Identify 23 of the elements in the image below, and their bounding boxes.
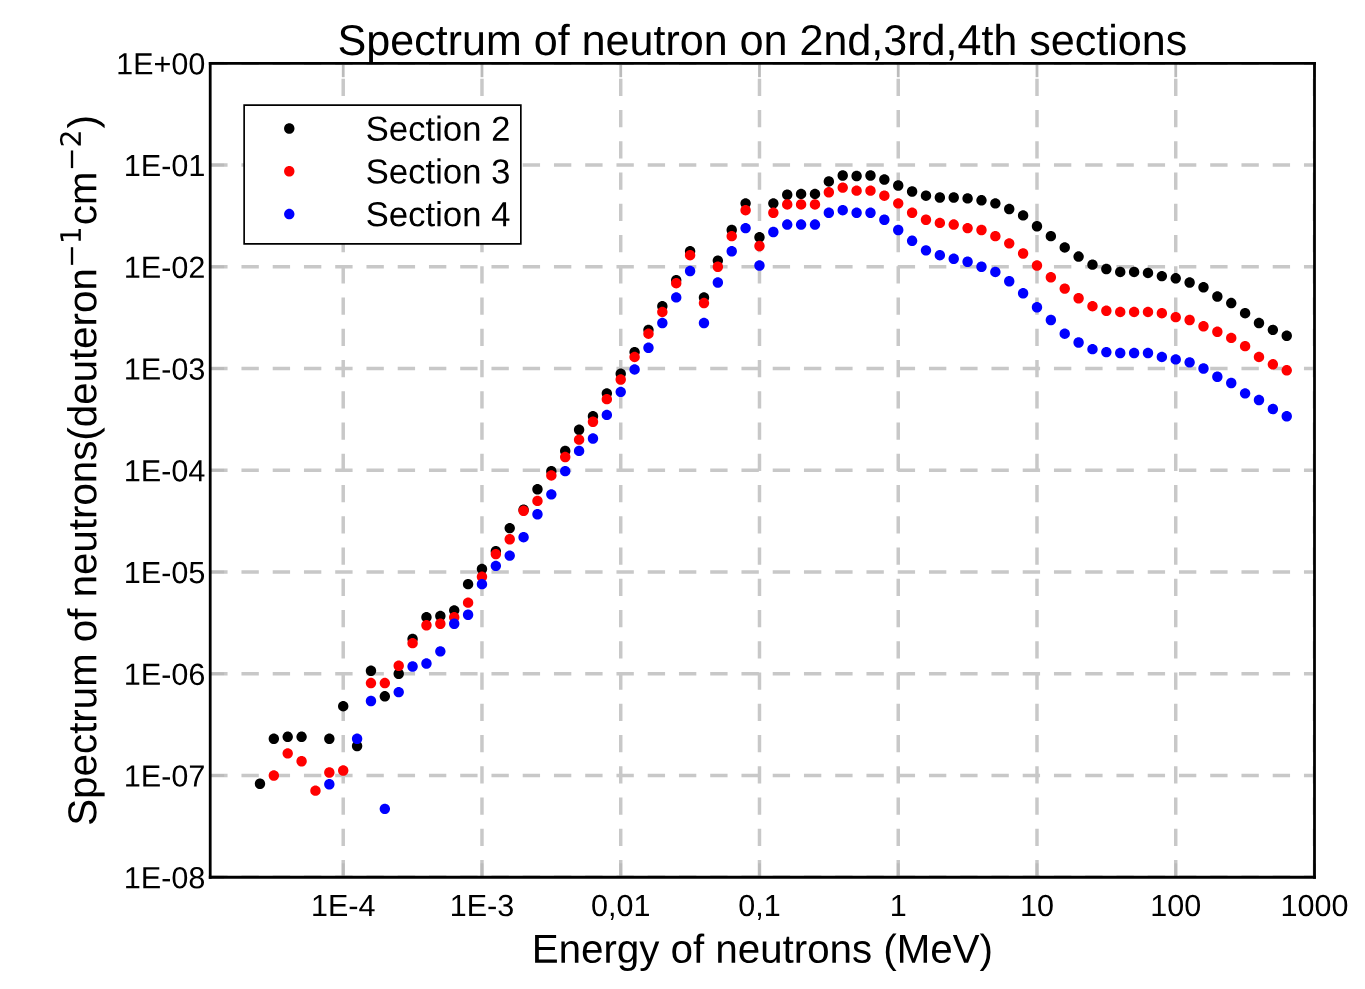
- x-tick-label: 1: [892, 895, 906, 917]
- y-tick-label: 1E-02: [126, 256, 204, 279]
- x-axis-title: Energy of neutrons (MeV): [535, 933, 991, 972]
- y-axis-title: Spectrum of neutrons(deuteron$^{−1}$cm$^{−2}$): [59, 117, 105, 824]
- x-tick-label: 0,1: [739, 894, 780, 920]
- x-tick-label: 1E-4: [313, 895, 375, 917]
- y-tick-label: 1E-01: [126, 154, 204, 177]
- legend-label: Section 4: [367, 201, 510, 227]
- x-tick-label: 1E-3: [452, 894, 513, 917]
- chart-title: Spectrum of neutron on 2nd,3rd,4th sections: [339, 23, 1186, 64]
- y-tick-label: 1E+00: [118, 53, 205, 75]
- y-tick-label: 1E-08: [126, 866, 205, 889]
- x-tick-label: 10: [1022, 894, 1053, 917]
- y-tick-label: 1E-06: [126, 663, 205, 686]
- y-tick-label: 1E-03: [126, 358, 205, 380]
- x-tick-label: 0,01: [592, 894, 649, 920]
- y-tick-label: 1E-05: [126, 561, 205, 584]
- legend-label: Section 2: [367, 115, 509, 141]
- x-tick-label: 1000: [1282, 894, 1348, 917]
- y-tick-label: 1E-07: [126, 765, 204, 787]
- x-tick-label: 100: [1152, 894, 1201, 917]
- legend-label: Section 3: [367, 158, 509, 184]
- y-tick-label: 1E-04: [126, 460, 205, 482]
